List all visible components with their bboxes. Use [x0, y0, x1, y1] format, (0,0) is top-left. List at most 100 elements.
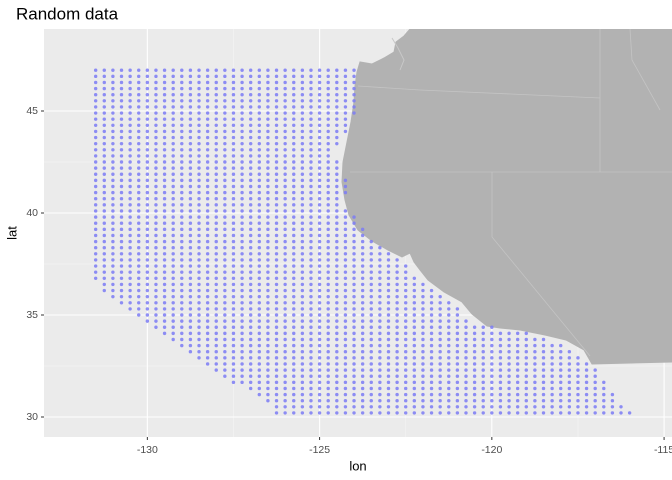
point: [274, 178, 279, 183]
point: [283, 331, 287, 336]
point: [533, 362, 537, 366]
point: [128, 190, 132, 195]
point: [214, 252, 218, 256]
point: [137, 307, 141, 311]
point: [257, 111, 262, 115]
point: [274, 252, 279, 256]
point: [119, 111, 124, 115]
point: [438, 313, 442, 317]
point: [205, 92, 210, 97]
point: [326, 86, 330, 91]
point: [257, 374, 262, 378]
point: [214, 135, 218, 140]
point: [137, 86, 141, 91]
point: [369, 264, 373, 268]
point: [223, 356, 227, 360]
point: [317, 264, 322, 268]
point: [576, 380, 580, 385]
point: [102, 270, 106, 274]
point: [154, 221, 158, 225]
point: [317, 215, 322, 219]
point: [162, 245, 167, 250]
point: [154, 92, 158, 97]
point: [248, 123, 253, 127]
point: [292, 99, 296, 103]
point: [240, 111, 244, 115]
point: [154, 197, 158, 201]
point: [369, 386, 373, 391]
point: [214, 215, 218, 219]
point: [326, 166, 330, 170]
point: [567, 405, 572, 409]
point: [610, 392, 615, 397]
point: [197, 331, 201, 336]
point: [317, 166, 322, 170]
point: [627, 411, 632, 415]
point: [292, 129, 296, 134]
point: [180, 92, 184, 97]
point: [205, 209, 210, 213]
point: [567, 411, 572, 415]
point: [205, 264, 210, 268]
point: [231, 209, 236, 213]
point: [335, 141, 339, 146]
point: [128, 111, 132, 115]
point: [119, 288, 124, 293]
point: [490, 337, 494, 342]
point: [248, 68, 253, 72]
point: [317, 350, 322, 354]
point: [412, 319, 417, 323]
point: [128, 172, 132, 176]
point: [154, 111, 158, 115]
point: [162, 74, 167, 79]
point: [292, 215, 296, 219]
point: [111, 184, 115, 189]
point: [352, 405, 356, 409]
point: [119, 141, 124, 146]
point: [576, 368, 580, 372]
point: [188, 184, 193, 189]
point: [205, 270, 210, 274]
point: [266, 270, 270, 274]
point: [137, 111, 141, 115]
point: [309, 141, 313, 146]
point: [283, 197, 287, 201]
point: [584, 386, 589, 391]
point: [429, 411, 434, 415]
point: [343, 209, 348, 213]
point: [283, 356, 287, 360]
point: [119, 252, 124, 256]
point: [309, 301, 313, 305]
point: [102, 129, 106, 134]
point: [292, 331, 296, 336]
point: [171, 184, 175, 189]
point: [266, 80, 270, 85]
point: [343, 405, 348, 409]
point: [231, 233, 236, 238]
point: [223, 245, 227, 250]
point: [274, 233, 279, 238]
point: [498, 362, 503, 366]
point: [386, 350, 391, 354]
point: [412, 337, 417, 342]
point: [412, 368, 417, 372]
point: [231, 129, 236, 134]
point: [438, 405, 442, 409]
point: [214, 154, 218, 158]
point: [343, 92, 348, 97]
point: [300, 148, 305, 152]
point: [248, 282, 253, 287]
point: [386, 258, 391, 262]
point: [541, 362, 546, 366]
point: [369, 245, 373, 250]
point: [240, 362, 244, 366]
point: [111, 227, 115, 232]
point: [541, 386, 546, 391]
point: [300, 368, 305, 372]
point: [326, 398, 330, 403]
point: [533, 392, 537, 397]
point: [137, 184, 141, 189]
point: [274, 117, 279, 121]
point: [205, 245, 210, 250]
point: [326, 282, 330, 287]
